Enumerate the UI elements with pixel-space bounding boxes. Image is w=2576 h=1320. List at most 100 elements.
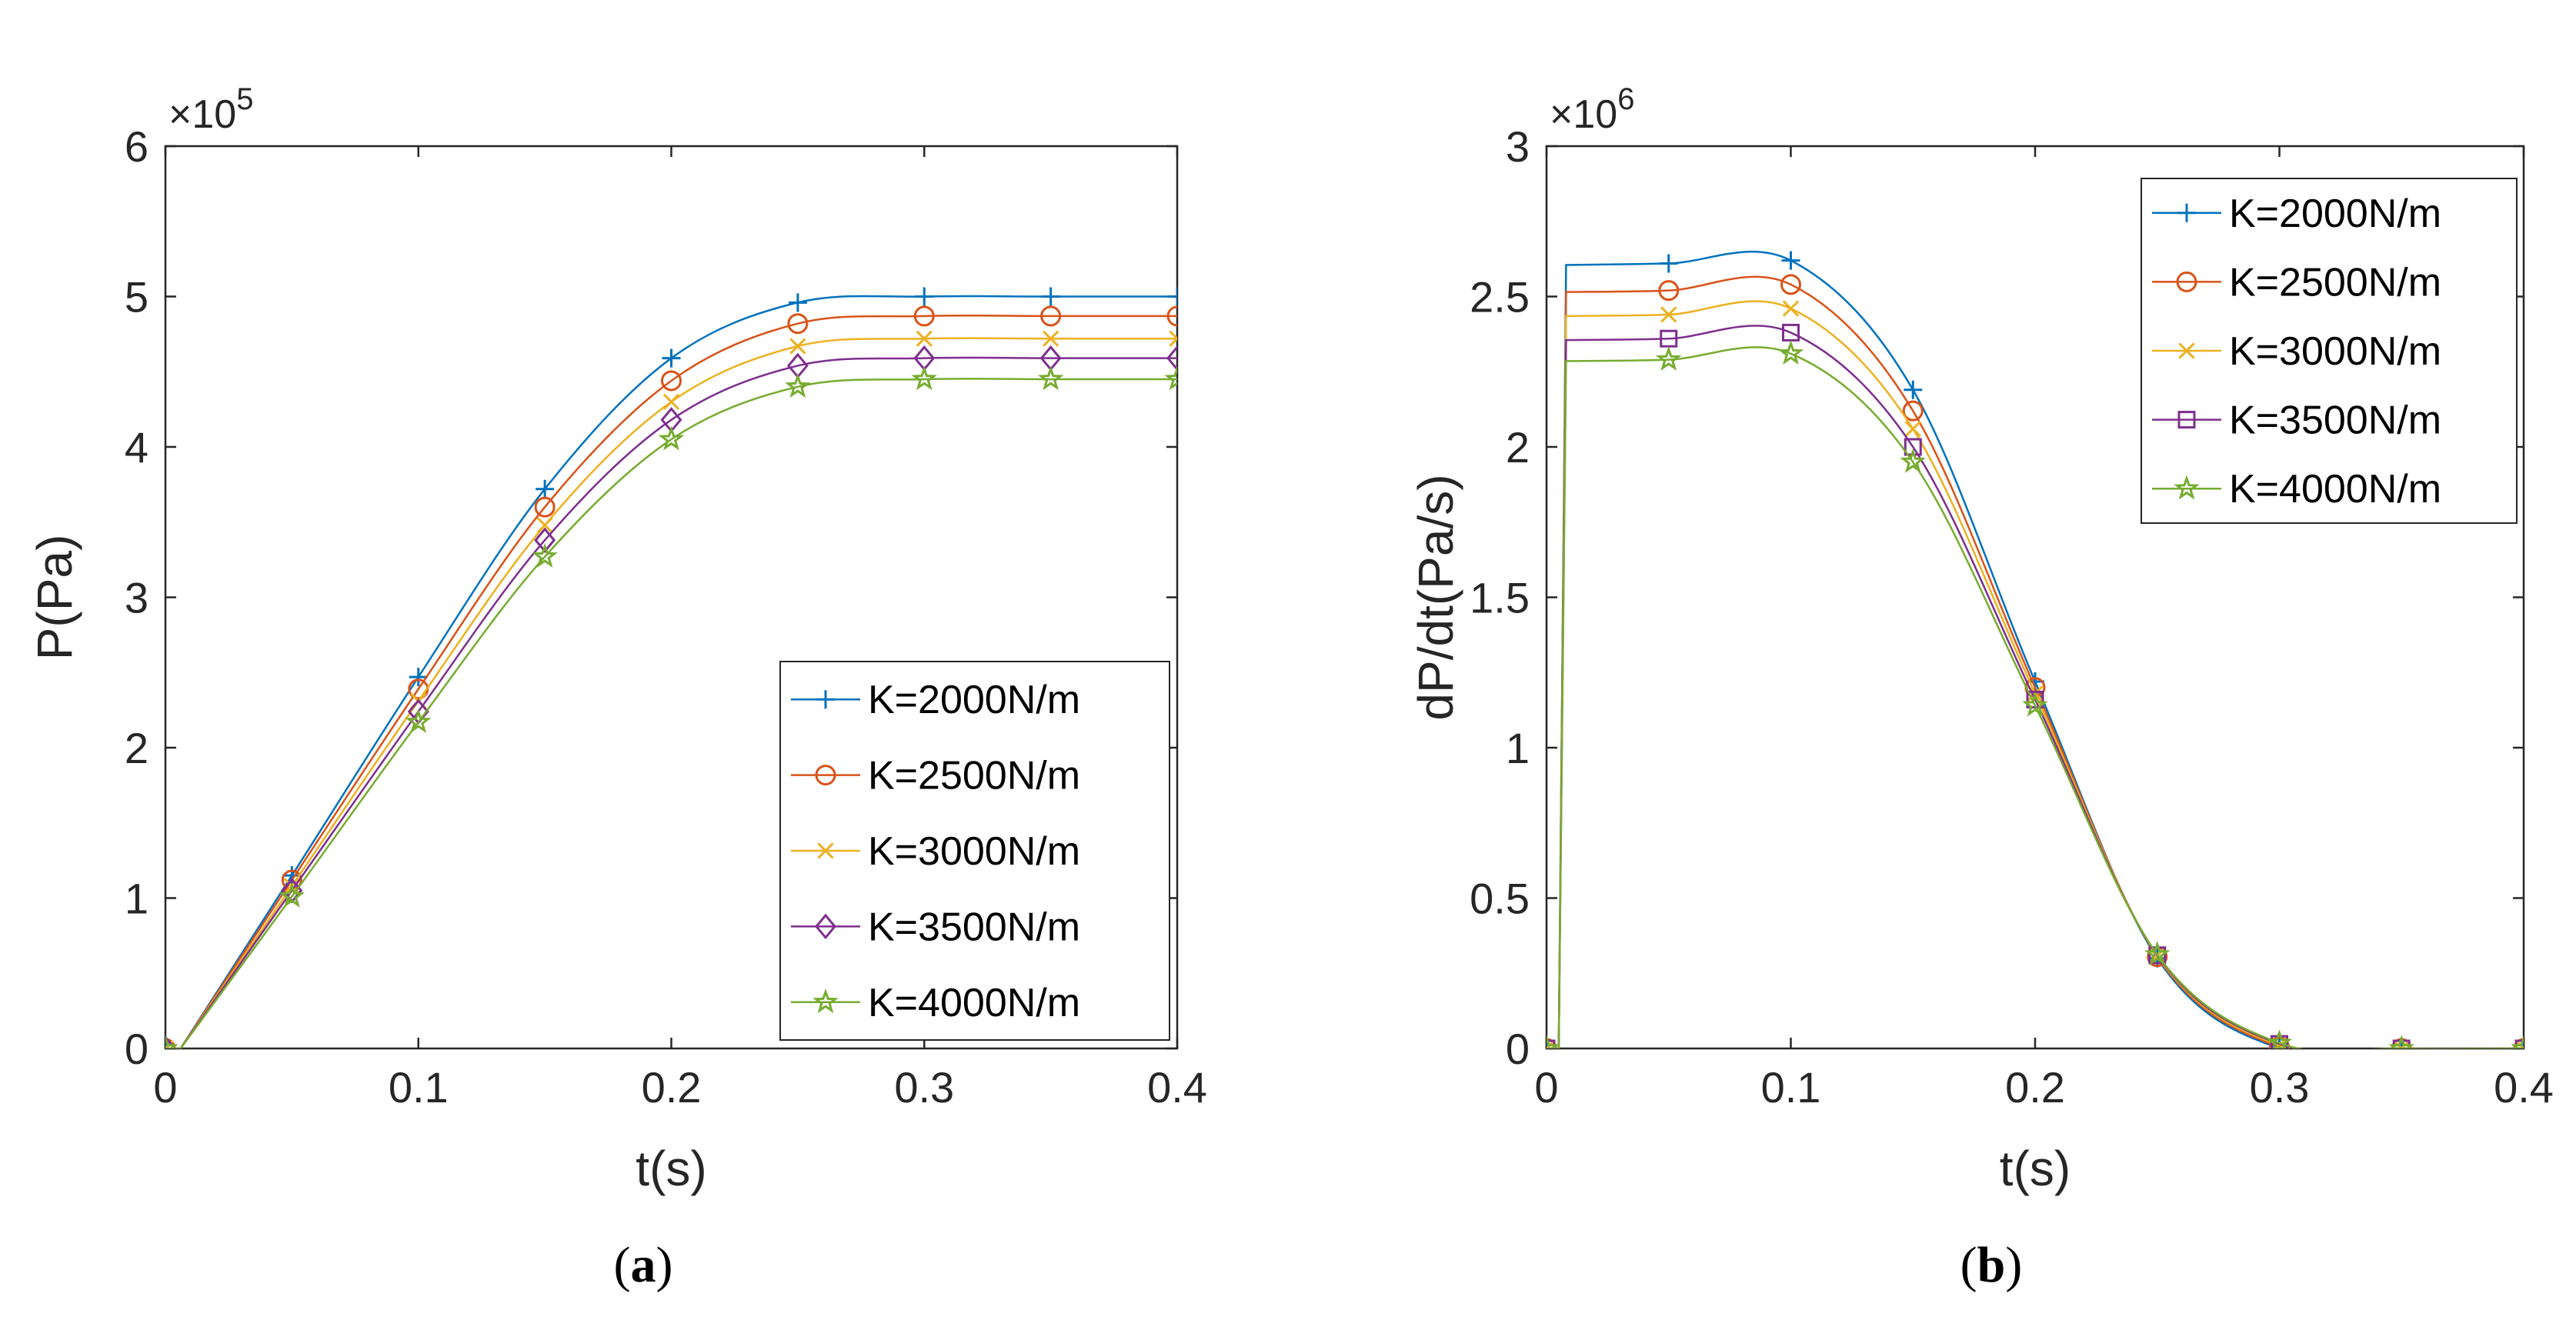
data-point-marker: [1040, 305, 1062, 327]
x-tick-label: 0.2: [642, 1063, 702, 1112]
y-tick-label: 0.5: [1470, 875, 1530, 923]
x-axis-label: t(s): [636, 1141, 706, 1196]
data-point-marker: [1904, 380, 1923, 399]
legend-label: K=3000N/m: [2229, 329, 2441, 374]
y-tick-label: 5: [125, 273, 148, 322]
legend-marker: [2177, 411, 2196, 429]
y-exponent-label: ×105: [169, 82, 253, 137]
caption-b-letter: b: [1977, 1237, 2006, 1293]
data-point-marker: [1041, 287, 1060, 306]
legend: K=2000N/m K=2500N/m K=3000N/m K=3500N/m K=40…: [2141, 178, 2518, 524]
y-tick-label: 1: [125, 875, 148, 923]
data-point-marker: [1037, 365, 1064, 391]
x-tick-label: 0.2: [2005, 1063, 2065, 1112]
data-point-marker: [2144, 941, 2171, 966]
caption-b: (b): [1960, 1237, 2023, 1293]
data-point-marker: [2388, 1035, 2415, 1048]
legend-marker: [2178, 342, 2195, 359]
x-axis-label: t(s): [2000, 1141, 2070, 1196]
series-line: [165, 337, 1177, 1048]
series-line: [1547, 300, 2524, 1048]
data-point-marker: [1780, 274, 1801, 295]
data-point-marker: [1547, 1035, 1560, 1048]
data-point-marker: [911, 365, 938, 391]
data-point-marker: [913, 305, 935, 327]
legend-label: K=2000N/m: [2229, 192, 2441, 236]
data-point-marker: [1777, 340, 1804, 365]
data-point-marker: [2022, 692, 2048, 717]
data-point-marker: [532, 543, 558, 568]
caption-a: (a): [614, 1237, 673, 1293]
legend-label: K=2500N/m: [868, 754, 1080, 798]
series-line: [165, 378, 1177, 1048]
data-point-marker: [1900, 448, 1927, 473]
y-tick-label: 2: [1506, 423, 1530, 472]
data-point-marker: [405, 708, 432, 734]
data-point-marker: [536, 479, 555, 498]
legend-marker: [813, 988, 839, 1014]
data-point-marker: [787, 313, 809, 335]
data-point-marker: [2266, 1029, 2293, 1048]
legend-label: K=4000N/m: [2229, 467, 2441, 512]
y-tick-label: 2: [125, 724, 148, 772]
data-point-marker: [662, 393, 680, 411]
data-point-marker: [165, 1035, 179, 1048]
data-point-marker: [788, 293, 807, 312]
series-line: [165, 356, 1177, 1048]
data-point-marker: [658, 425, 685, 451]
plot-area: [165, 287, 1177, 1048]
data-point-marker: [1655, 345, 1682, 371]
y-tick-label: 3: [125, 574, 148, 622]
data-point-marker: [1904, 420, 1921, 438]
chart-panel-b: 0 0.1 0.2 0.3 0.4 0 0.5 1 1.5 2 2.5 3 ×106 t(s) dP/dt(…: [1408, 82, 2554, 1196]
caption-a-letter: a: [631, 1237, 656, 1293]
y-tick-label: 4: [125, 423, 148, 472]
y-axis-label: P(Pa): [27, 535, 82, 661]
y-axis-label: dP/dt(Pa/s): [1408, 474, 1463, 720]
data-point-marker: [1782, 300, 1800, 317]
data-point-marker: [1042, 330, 1059, 347]
legend-marker: [2176, 271, 2197, 292]
legend: K=2000N/m K=2500N/m K=3000N/m K=3500N/m K=40…: [779, 661, 1170, 1041]
data-point-marker: [1168, 287, 1177, 306]
data-point-marker: [2511, 1035, 2524, 1048]
data-point-marker: [279, 882, 305, 908]
legend-marker: [815, 913, 836, 940]
legend-label: K=3500N/m: [868, 905, 1080, 949]
legend-label: K=3500N/m: [2229, 398, 2441, 443]
series-line: [165, 314, 1177, 1048]
series-line: [165, 295, 1177, 1048]
y-tick-label: 2.5: [1470, 273, 1530, 322]
legend-label: K=2000N/m: [868, 678, 1080, 722]
legend-label: K=3000N/m: [868, 829, 1080, 874]
x-tick-label: 0.1: [389, 1063, 449, 1112]
series-line: [1547, 346, 2524, 1048]
data-point-marker: [1169, 330, 1177, 347]
data-point-marker: [1547, 1040, 1555, 1048]
y-tick-label: 6: [125, 122, 148, 171]
y-tick-label: 0: [125, 1025, 148, 1073]
x-tick-label: 0.1: [1761, 1063, 1821, 1112]
series-line: [1547, 275, 2524, 1048]
data-point-marker: [1166, 345, 1177, 372]
plot-area: [1547, 250, 2524, 1048]
series-line: [1547, 325, 2524, 1048]
data-point-marker: [1781, 251, 1800, 270]
data-point-marker: [1166, 305, 1177, 327]
data-point-marker: [1659, 254, 1678, 273]
y-exponent-label: ×106: [1550, 82, 1634, 137]
x-tick-label: 0: [153, 1063, 177, 1112]
chart-panel-a: 0 0.1 0.2 0.3 0.4 0 1 2 3 4 5 6 ×105 t(s) P(Pa) K=2000N…: [27, 82, 1207, 1196]
x-tick-label: 0.4: [2494, 1063, 2554, 1112]
data-point-marker: [409, 668, 428, 687]
data-point-marker: [916, 330, 933, 347]
legend-label: K=2500N/m: [2229, 260, 2441, 305]
data-point-marker: [785, 373, 811, 398]
y-tick-label: 1.5: [1470, 574, 1530, 622]
data-point-marker: [2515, 1040, 2524, 1048]
data-point-marker: [536, 516, 553, 534]
y-tick-label: 1: [1506, 724, 1530, 772]
x-tick-label: 0.3: [2250, 1063, 2310, 1112]
data-point-marker: [789, 338, 806, 355]
legend-marker: [815, 765, 836, 786]
